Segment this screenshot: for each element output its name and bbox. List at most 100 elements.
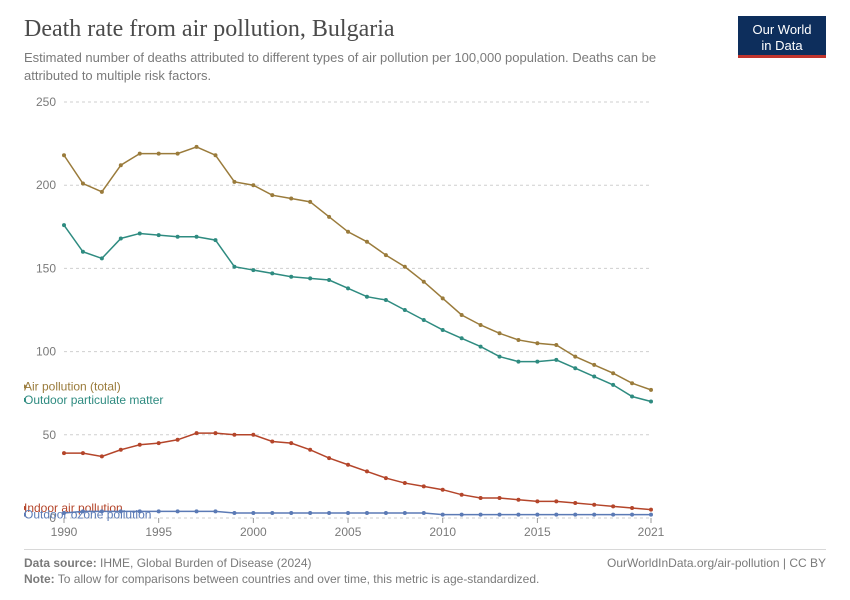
- series-point-outdoor_pm: [195, 235, 199, 239]
- y-tick-label: 150: [36, 261, 56, 275]
- series-point-ozone: [630, 513, 634, 517]
- series-point-indoor: [479, 496, 483, 500]
- series-point-indoor: [138, 443, 142, 447]
- series-point-outdoor_pm: [251, 268, 255, 272]
- series-point-ozone: [441, 513, 445, 517]
- x-tick-label: 2010: [429, 525, 456, 539]
- series-point-indoor: [611, 504, 615, 508]
- series-point-total: [100, 190, 104, 194]
- series-point-total: [119, 163, 123, 167]
- series-point-outdoor_pm: [213, 238, 217, 242]
- series-point-ozone: [346, 511, 350, 515]
- series-point-total: [327, 215, 331, 219]
- x-tick-label: 2021: [638, 525, 665, 539]
- series-point-outdoor_pm: [365, 295, 369, 299]
- series-point-indoor: [232, 433, 236, 437]
- series-point-total: [441, 296, 445, 300]
- series-point-indoor: [535, 499, 539, 503]
- series-point-total: [62, 153, 66, 157]
- series-point-total: [138, 152, 142, 156]
- series-point-ozone: [270, 511, 274, 515]
- series-point-indoor: [460, 493, 464, 497]
- chart-area: 0501001502002501990199520002005201020152…: [24, 94, 826, 540]
- series-point-total: [592, 363, 596, 367]
- series-point-indoor: [289, 441, 293, 445]
- series-point-total: [573, 355, 577, 359]
- series-point-outdoor_pm: [441, 328, 445, 332]
- series-point-outdoor_pm: [232, 265, 236, 269]
- series-point-ozone: [479, 513, 483, 517]
- series-point-indoor: [441, 488, 445, 492]
- series-point-indoor: [327, 456, 331, 460]
- series-point-outdoor_pm: [479, 345, 483, 349]
- series-label-outdoor_pm: Outdoor particulate matter: [24, 393, 163, 407]
- series-point-outdoor_pm: [403, 308, 407, 312]
- page-subtitle: Estimated number of deaths attributed to…: [24, 49, 684, 85]
- series-point-total: [460, 313, 464, 317]
- series-point-outdoor_pm: [138, 231, 142, 235]
- y-tick-label: 50: [43, 428, 57, 442]
- series-point-ozone: [498, 513, 502, 517]
- series-point-outdoor_pm: [346, 286, 350, 290]
- series-point-indoor: [403, 481, 407, 485]
- series-point-indoor: [365, 469, 369, 473]
- note: Note: To allow for comparisons between c…: [24, 572, 539, 586]
- data-source-value: IHME, Global Burden of Disease (2024): [100, 556, 311, 570]
- series-point-ozone: [535, 513, 539, 517]
- series-point-ozone: [195, 509, 199, 513]
- series-point-outdoor_pm: [554, 358, 558, 362]
- x-tick-label: 2005: [335, 525, 362, 539]
- series-point-total: [535, 341, 539, 345]
- series-point-ozone: [649, 513, 653, 517]
- series-point-ozone: [422, 511, 426, 515]
- series-point-indoor: [213, 431, 217, 435]
- series-point-ozone: [460, 513, 464, 517]
- series-point-outdoor_pm: [630, 395, 634, 399]
- series-point-outdoor_pm: [308, 276, 312, 280]
- series-point-ozone: [611, 513, 615, 517]
- series-point-outdoor_pm: [422, 318, 426, 322]
- series-point-indoor: [346, 463, 350, 467]
- note-value: To allow for comparisons between countri…: [58, 572, 540, 586]
- series-point-ozone: [592, 513, 596, 517]
- series-point-ozone: [232, 511, 236, 515]
- series-point-total: [611, 371, 615, 375]
- y-tick-label: 250: [36, 95, 56, 109]
- series-point-indoor: [422, 484, 426, 488]
- series-point-indoor: [308, 448, 312, 452]
- series-point-outdoor_pm: [289, 275, 293, 279]
- footer: Data source: IHME, Global Burden of Dise…: [24, 549, 826, 588]
- series-point-total: [195, 145, 199, 149]
- series-point-outdoor_pm: [176, 235, 180, 239]
- series-point-indoor: [62, 451, 66, 455]
- series-point-ozone: [573, 513, 577, 517]
- series-point-indoor: [630, 506, 634, 510]
- series-point-indoor: [251, 433, 255, 437]
- series-point-indoor: [573, 501, 577, 505]
- series-point-total: [289, 197, 293, 201]
- series-point-indoor: [649, 508, 653, 512]
- series-point-total: [403, 265, 407, 269]
- series-point-outdoor_pm: [516, 360, 520, 364]
- data-source: Data source: IHME, Global Burden of Dise…: [24, 556, 311, 570]
- series-point-total: [554, 343, 558, 347]
- series-point-outdoor_pm: [384, 298, 388, 302]
- x-tick-label: 1995: [145, 525, 172, 539]
- line-chart: 0501001502002501990199520002005201020152…: [24, 94, 826, 540]
- series-point-total: [157, 152, 161, 156]
- series-point-total: [81, 182, 85, 186]
- owid-logo: Our World in Data: [738, 16, 826, 58]
- series-point-outdoor_pm: [81, 250, 85, 254]
- series-point-ozone: [403, 511, 407, 515]
- series-point-total: [270, 193, 274, 197]
- series-point-indoor: [592, 503, 596, 507]
- series-point-outdoor_pm: [100, 256, 104, 260]
- logo-line1: Our World: [738, 22, 826, 38]
- data-source-label: Data source:: [24, 556, 97, 570]
- series-point-total: [346, 230, 350, 234]
- series-label-total: Air pollution (total): [24, 380, 121, 394]
- attribution: OurWorldInData.org/air-pollution | CC BY: [607, 556, 826, 570]
- series-point-outdoor_pm: [592, 375, 596, 379]
- series-point-total: [479, 323, 483, 327]
- x-tick-label: 2000: [240, 525, 267, 539]
